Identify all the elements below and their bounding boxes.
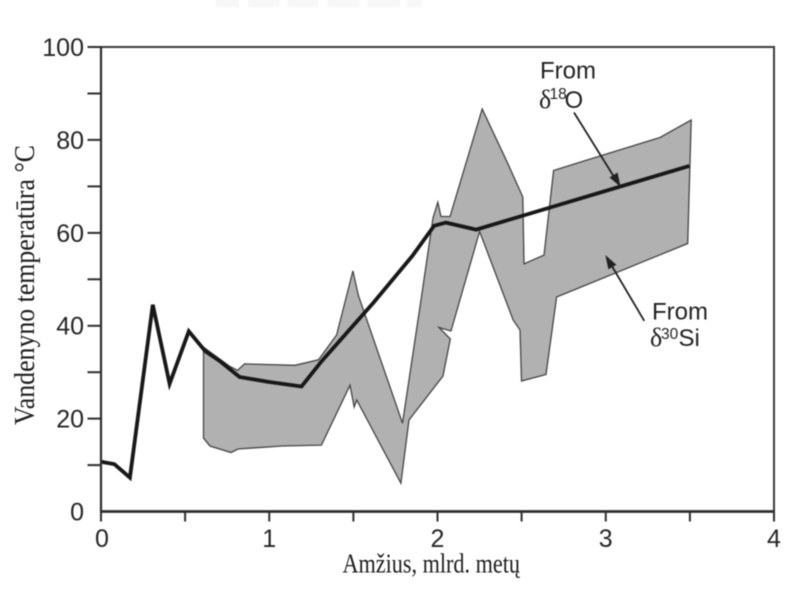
svg-text:0: 0 <box>70 499 84 527</box>
svg-text:0: 0 <box>95 525 109 553</box>
svg-text:From: From <box>540 58 596 85</box>
svg-text:60: 60 <box>56 220 84 248</box>
svg-text:2: 2 <box>431 525 445 553</box>
svg-text:O: O <box>565 87 584 114</box>
svg-text:δ: δ <box>650 323 662 352</box>
svg-text:40: 40 <box>56 313 84 341</box>
svg-text:20: 20 <box>56 406 84 434</box>
svg-text:18: 18 <box>550 86 567 103</box>
svg-text:4: 4 <box>767 525 781 553</box>
svg-text:80: 80 <box>56 127 84 155</box>
svg-text:30: 30 <box>661 326 679 343</box>
svg-text:Vandenyno temperatūra °C: Vandenyno temperatūra °C <box>10 145 41 425</box>
svg-text:From: From <box>652 299 708 326</box>
svg-text:100: 100 <box>42 34 84 62</box>
svg-text:Amžius, mlrd. metų: Amžius, mlrd. metų <box>343 549 521 579</box>
svg-text:1: 1 <box>262 525 276 553</box>
svg-text:3: 3 <box>599 525 613 553</box>
svg-text:δ: δ <box>539 85 551 114</box>
svg-text:Si: Si <box>679 325 700 352</box>
